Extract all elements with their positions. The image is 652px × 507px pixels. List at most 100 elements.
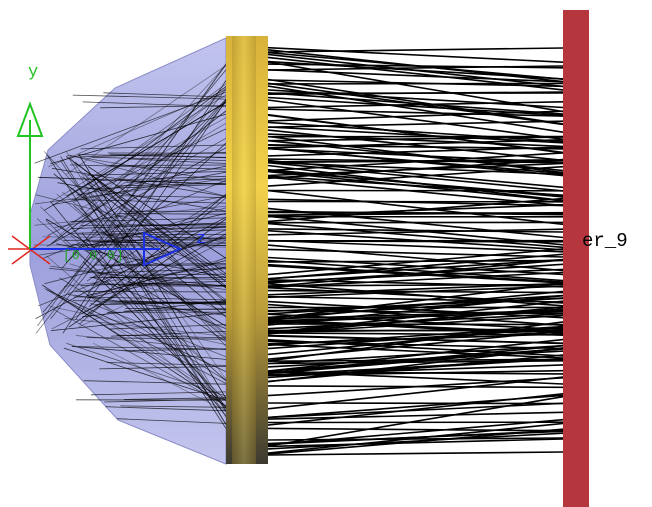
cone-ray <box>59 277 227 381</box>
cone-ray <box>109 164 227 166</box>
cone-ray <box>81 232 227 408</box>
detector-plate[interactable] <box>563 10 589 507</box>
beam-ray <box>267 271 564 289</box>
cone-ray <box>81 208 227 335</box>
cone-ray <box>105 406 227 412</box>
cone-ray <box>104 398 227 403</box>
axis-z-label: z <box>196 230 207 249</box>
cone-ray <box>54 195 227 228</box>
beam-ray <box>267 69 564 83</box>
cone-ray <box>46 255 227 412</box>
beam-ray <box>267 253 564 280</box>
beam-ray <box>267 47 564 53</box>
cone-ray <box>60 156 227 425</box>
beam-ray <box>267 189 564 226</box>
beam-ray <box>267 427 564 432</box>
beam-ray <box>267 309 564 320</box>
cone-ray <box>51 167 227 197</box>
beam-ray <box>267 319 564 336</box>
beam-ray <box>267 259 564 282</box>
cone-ray <box>90 391 227 396</box>
cone-ray <box>46 147 227 247</box>
cone-ray <box>74 64 227 233</box>
beam-ray <box>267 211 564 216</box>
axis-triad <box>8 101 183 267</box>
beam-ray <box>267 210 564 216</box>
cone-ray <box>59 297 227 384</box>
cone-ray <box>125 226 227 230</box>
cone-ray <box>80 144 227 150</box>
cone-ray <box>87 171 227 176</box>
cone-ray <box>116 418 227 424</box>
beam-ray <box>267 56 564 91</box>
cone-ray <box>100 237 227 243</box>
cone-ray <box>65 98 227 264</box>
cone-ray <box>71 244 227 246</box>
cone-ray <box>99 365 227 370</box>
cone-ray <box>119 300 227 306</box>
cone-ray <box>63 266 227 287</box>
beam-ray <box>267 239 564 253</box>
cone-ray <box>70 164 227 170</box>
beam-ray <box>267 110 564 122</box>
beam-ray <box>267 310 564 324</box>
beam-ray <box>267 161 564 192</box>
beam-ray <box>267 344 564 365</box>
beam-ray <box>267 259 564 263</box>
cone-ray <box>106 362 227 366</box>
beam-ray <box>267 364 564 376</box>
beam-ray <box>267 248 564 258</box>
beam-ray-bundle <box>267 46 564 456</box>
beam-ray <box>267 335 564 345</box>
beam-ray <box>267 108 564 117</box>
origin-label: [0 0 0] <box>63 248 125 263</box>
beam-ray <box>267 135 564 174</box>
cone-ray <box>50 312 227 331</box>
lens-highlight <box>232 36 256 464</box>
cone-ray <box>128 273 227 276</box>
cone-ray <box>74 290 227 293</box>
cone-ray <box>69 154 227 197</box>
beam-ray <box>267 136 564 142</box>
cone-ray <box>117 213 227 215</box>
cone-ray <box>74 161 227 283</box>
cone-ray <box>38 176 227 185</box>
cone-ray <box>103 92 227 98</box>
cone-ray <box>68 218 227 328</box>
beam-ray <box>267 126 564 144</box>
cone-ray-bundle <box>34 63 227 429</box>
cone-ray <box>49 305 227 346</box>
cone-ray <box>81 223 227 226</box>
cone-ray <box>127 282 227 287</box>
beam-ray <box>267 244 564 272</box>
cone-ray <box>42 99 227 313</box>
beam-ray <box>267 340 564 350</box>
cone-ray <box>83 380 227 385</box>
cone-ray <box>109 324 227 330</box>
cone-ray <box>76 233 227 236</box>
cone-ray <box>123 397 227 400</box>
cone-ray <box>100 175 227 181</box>
beam-ray <box>267 120 564 128</box>
beam-ray <box>267 53 564 88</box>
beam-ray <box>267 411 564 420</box>
beam-ray <box>267 438 564 448</box>
cone-ray <box>126 178 227 183</box>
detector-label: er_9 <box>582 230 628 252</box>
cone-ray <box>92 241 227 244</box>
beam-ray <box>267 300 564 319</box>
cone-ray <box>52 308 227 407</box>
cone-ray <box>71 199 227 204</box>
axis-z-arrow-icon <box>143 231 183 267</box>
cone-ray <box>124 224 227 227</box>
cone-ray <box>34 244 227 248</box>
cone-ray <box>71 345 227 360</box>
cone-ray <box>79 184 227 190</box>
cone-ray <box>109 229 227 235</box>
cone-ray <box>44 101 227 211</box>
beam-ray <box>267 144 564 150</box>
cone-ray <box>120 405 227 408</box>
cone-ray <box>87 142 227 273</box>
beam-ray <box>267 78 564 125</box>
